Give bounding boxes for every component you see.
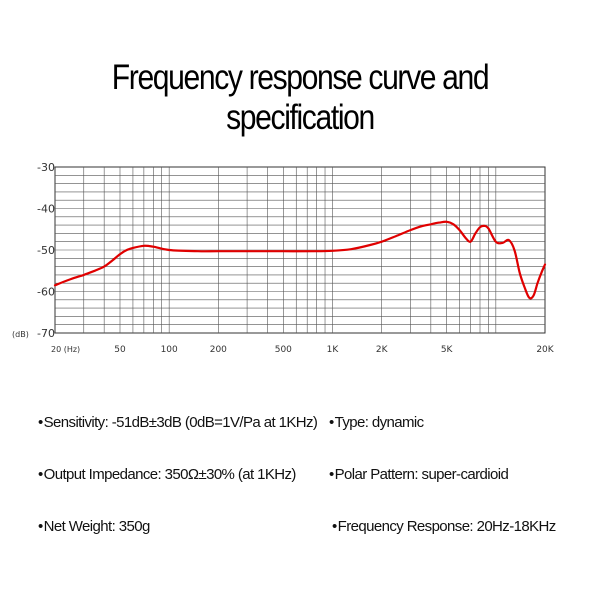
spec-text: Net Weight: 350g (43, 518, 151, 535)
y-tick-label: -70 (37, 327, 55, 340)
x-tick-label: 50 (114, 345, 126, 355)
spec-text: Sensitivity: -51dB±3dB (0dB=1V/Pa at 1KH… (43, 414, 318, 431)
x-tick-label: 200 (210, 345, 227, 355)
x-tick-label: 20 (Hz) (51, 345, 80, 354)
spec-text: Frequency Response: 20Hz-18KHz (337, 518, 557, 535)
spec-text: Type: dynamic (334, 414, 425, 431)
y-tick-label: -30 (37, 161, 55, 174)
bullet-icon: • (329, 414, 334, 431)
bullet-icon: • (38, 466, 43, 483)
y-tick-label: -50 (37, 244, 55, 257)
spec-text: Polar Pattern: super-cardioid (334, 466, 509, 483)
spec-frequency-response: •Frequency Response: 20Hz-18KHz (332, 518, 556, 535)
bullet-icon: • (329, 466, 334, 483)
spec-output-impedance: •Output Impedance: 350Ω±30% (at 1KHz) (38, 466, 296, 483)
spec-polar-pattern: •Polar Pattern: super-cardioid (329, 466, 509, 483)
x-tick-label: 1K (327, 345, 340, 355)
page-title: Frequency response curve and specificati… (111, 58, 490, 137)
spec-sensitivity: •Sensitivity: -51dB±3dB (0dB=1V/Pa at 1K… (38, 414, 318, 431)
frequency-response-line (53, 220, 547, 300)
x-tick-label: 500 (275, 345, 292, 355)
bullet-icon: • (38, 414, 43, 431)
x-tick-label: 5K (441, 345, 454, 355)
spec-net-weight: •Net Weight: 350g (38, 518, 150, 535)
x-tick-label: 2K (376, 345, 389, 355)
bullet-icon: • (38, 518, 43, 535)
x-tick-label: 20K (536, 345, 554, 355)
spec-type: •Type: dynamic (329, 414, 424, 431)
frequency-response-chart: -30 -40 -50 -60 -70 (dB) 20 (Hz) 50 100 200 500 1K 2… (12, 161, 555, 355)
bullet-icon: • (332, 518, 337, 535)
y-unit-label: (dB) (12, 330, 29, 339)
x-tick-label: 100 (161, 345, 178, 355)
y-tick-label: -40 (37, 203, 55, 216)
y-tick-label: -60 (37, 286, 55, 299)
spec-text: Output Impedance: 350Ω±30% (at 1KHz) (43, 466, 297, 483)
